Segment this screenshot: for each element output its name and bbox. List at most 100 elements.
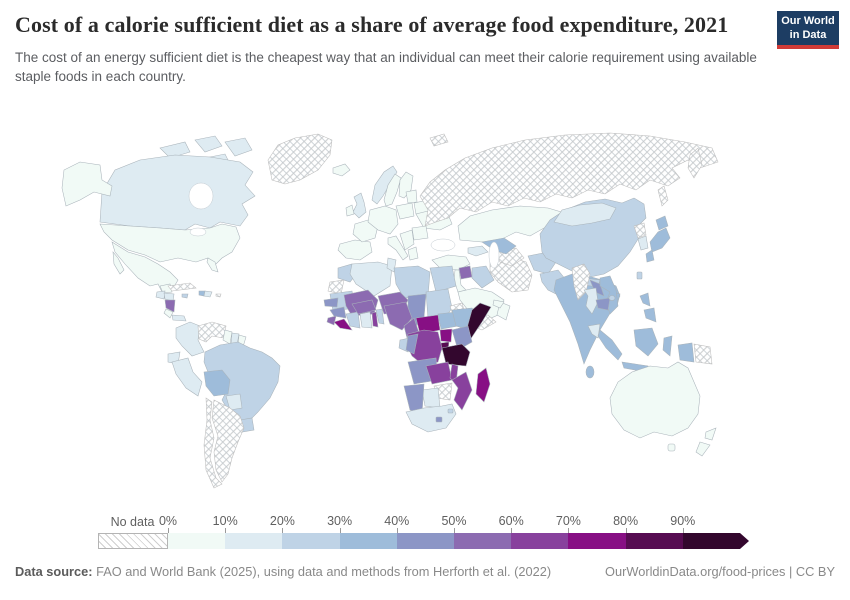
legend-bin-30-40%[interactable] [339,533,397,549]
region-senegal[interactable] [323,297,339,308]
region-sri-lanka[interactable] [585,365,595,379]
region-benin[interactable] [375,308,385,325]
region-lesotho[interactable] [435,416,443,423]
region-cambodia[interactable] [595,297,611,311]
region-philippines-mindanao[interactable] [643,307,657,323]
owid-logo[interactable]: Our World in Data [777,11,839,49]
region-liberia[interactable] [333,318,353,331]
region-togo[interactable] [371,311,379,328]
region-cote-divoire[interactable] [345,311,361,329]
region-vietnam[interactable] [599,275,619,315]
legend-bin-80-90%[interactable] [625,533,683,549]
region-paraguay[interactable] [225,393,243,411]
region-madagascar[interactable] [475,367,491,403]
region-guinea[interactable] [329,306,347,319]
region-malaysia[interactable] [587,323,601,339]
region-papua-new-guinea[interactable] [693,343,713,365]
region-balkans[interactable] [399,229,415,251]
region-dominican-republic[interactable] [203,290,213,298]
region-panama[interactable] [171,314,187,322]
region-iceland[interactable] [332,163,351,177]
region-mongolia[interactable] [553,202,617,227]
region-indonesia-papua[interactable] [677,342,695,363]
legend-bin-20-30%[interactable] [282,533,340,549]
region-taiwan[interactable] [636,271,643,280]
region-jamaica[interactable] [181,293,189,299]
region-algeria[interactable] [349,261,393,297]
region-romania[interactable] [411,225,429,241]
region-egypt[interactable] [429,265,457,293]
region-canada[interactable] [99,154,256,231]
region-laos[interactable] [589,279,605,297]
region-new-zealand-south[interactable] [695,441,711,457]
region-burkina-faso[interactable] [351,299,377,315]
region-italy[interactable] [387,235,409,261]
region-congo[interactable] [405,333,419,355]
region-japan-honshu[interactable] [649,227,671,253]
region-france[interactable] [352,219,379,243]
legend-no-data-swatch[interactable] [98,533,168,549]
region-chile[interactable] [203,397,223,489]
region-canada-arctic-3[interactable] [224,137,253,157]
region-indonesia-borneo[interactable] [633,327,659,357]
region-eswatini[interactable] [447,408,454,414]
region-north-korea[interactable] [633,222,647,239]
region-philippines-luzon[interactable] [639,292,651,307]
region-tunisia[interactable] [386,257,397,273]
footer-link[interactable]: OurWorldinData.org/food-prices | CC BY [605,564,835,579]
region-guatemala[interactable] [155,290,166,300]
region-canada-arctic-2[interactable] [194,135,223,153]
region-argentina[interactable] [211,399,245,483]
region-colombia[interactable] [175,321,205,357]
region-ireland[interactable] [345,204,355,217]
region-indonesia-sulawesi[interactable] [662,335,673,357]
region-hainan[interactable] [608,295,616,301]
region-nicaragua[interactable] [164,299,176,313]
region-venezuela[interactable] [197,321,227,343]
region-botswana[interactable] [421,387,441,409]
region-uganda[interactable] [439,328,453,343]
region-sierra-leone[interactable] [326,315,337,326]
region-greece[interactable] [407,246,419,261]
region-kamchatka[interactable] [687,147,703,179]
region-caucasus[interactable] [467,245,489,257]
region-canada-arctic-1[interactable] [159,141,191,159]
region-indonesia-sumatra[interactable] [597,329,623,361]
region-svalbard[interactable] [429,133,449,147]
region-russia[interactable] [419,132,719,227]
region-iraq[interactable] [471,265,495,289]
region-florida[interactable] [206,257,219,273]
region-bolivia[interactable] [203,369,231,397]
region-south-africa[interactable] [405,403,457,433]
legend-bin-40-50%[interactable] [396,533,455,549]
legend-bin-60-70%[interactable] [511,533,569,549]
region-australia[interactable] [609,361,701,439]
region-uae[interactable] [492,299,505,309]
region-tasmania[interactable] [667,443,676,452]
region-south-korea[interactable] [637,235,649,251]
region-central-europe[interactable] [367,205,399,235]
region-alaska[interactable] [61,161,113,207]
region-greenland[interactable] [267,133,333,185]
region-tanzania[interactable] [441,343,471,367]
region-cuba[interactable] [167,282,197,292]
legend-bin-0-10%[interactable] [168,533,226,549]
region-puerto-rico[interactable] [215,293,222,298]
region-japan-kyushu[interactable] [645,249,655,263]
region-baja[interactable] [112,251,125,275]
region-western-sahara[interactable] [327,279,345,295]
region-kenya[interactable] [451,325,473,351]
region-peru[interactable] [171,357,203,397]
region-guyana[interactable] [222,329,233,345]
region-syria[interactable] [458,265,473,280]
region-ghana[interactable] [359,311,373,329]
region-costa-rica[interactable] [163,308,174,319]
region-united-states[interactable] [99,223,241,269]
region-new-zealand-north[interactable] [704,427,717,441]
region-poland[interactable] [395,202,415,220]
legend-bin-70-80%[interactable] [568,533,626,549]
region-thailand[interactable] [583,287,599,315]
region-sweden[interactable] [383,173,402,207]
region-united-kingdom[interactable] [352,192,367,219]
region-baltics[interactable] [405,189,418,204]
